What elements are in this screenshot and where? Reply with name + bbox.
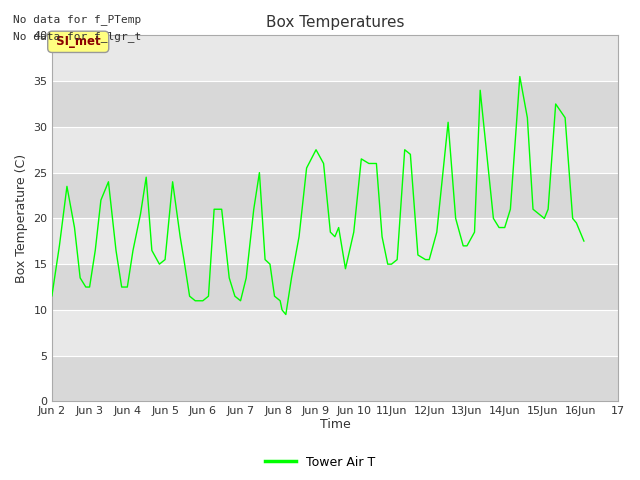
X-axis label: Time: Time bbox=[319, 419, 350, 432]
Text: No data for f_lgr_t: No data for f_lgr_t bbox=[13, 31, 141, 42]
Bar bbox=[52, 81, 618, 127]
Legend: Tower Air T: Tower Air T bbox=[260, 451, 380, 474]
Title: Box Temperatures: Box Temperatures bbox=[266, 15, 404, 30]
Text: No data for f_PTemp: No data for f_PTemp bbox=[13, 14, 141, 25]
Y-axis label: Box Temperature (C): Box Temperature (C) bbox=[15, 154, 28, 283]
Text: SI_met: SI_met bbox=[52, 36, 104, 48]
Bar bbox=[52, 264, 618, 310]
Bar bbox=[52, 356, 618, 401]
Bar bbox=[52, 173, 618, 218]
